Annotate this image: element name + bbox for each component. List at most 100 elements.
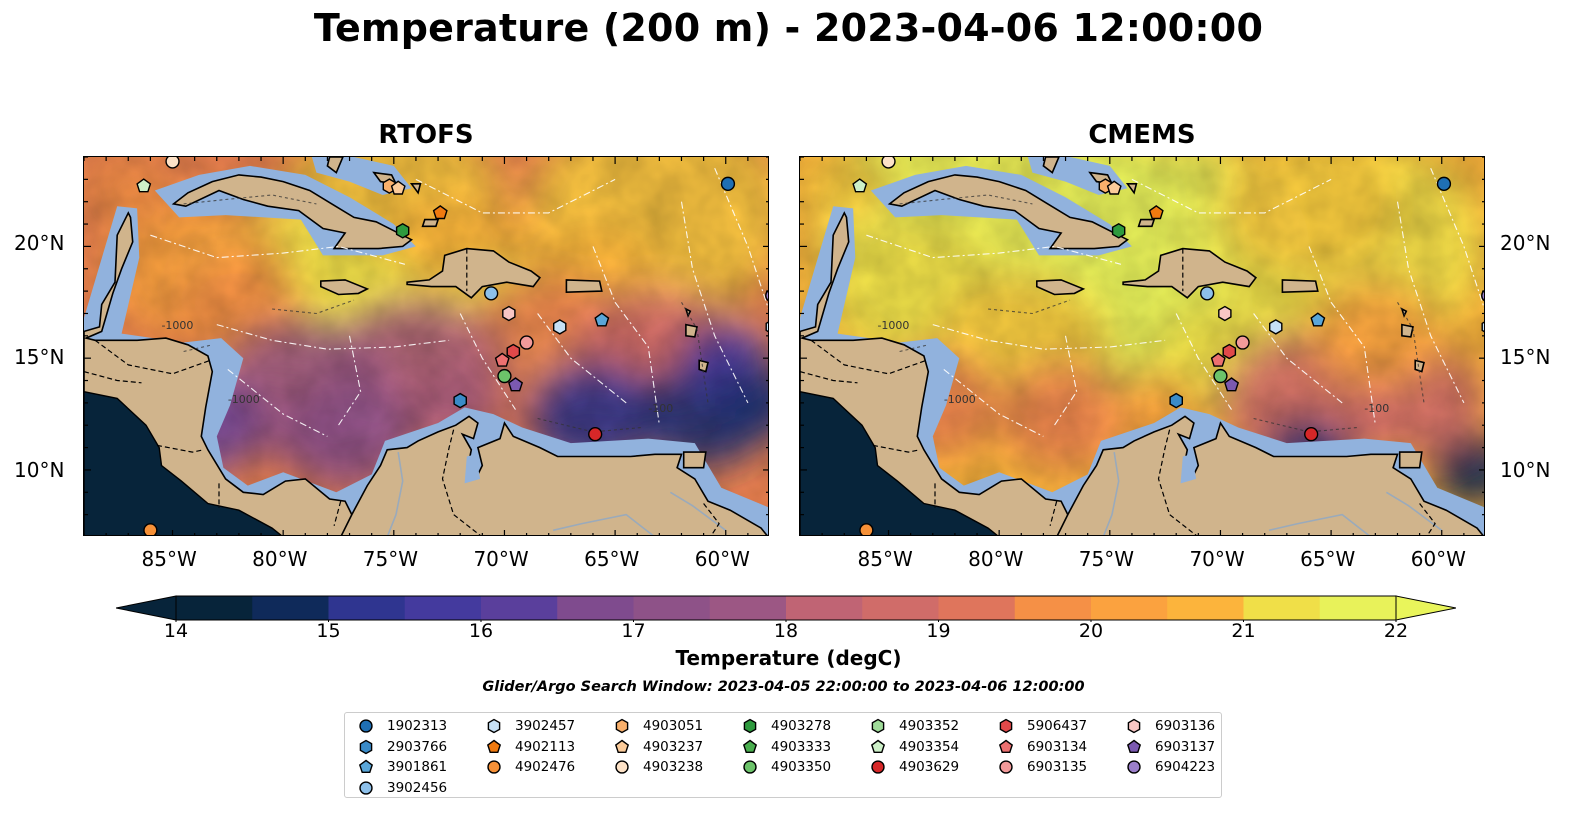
legend-marker-icon bbox=[998, 739, 1014, 753]
land-bahamas4 bbox=[409, 182, 422, 195]
legend-marker-icon bbox=[1127, 760, 1141, 774]
float-legend: 1902313 2903766 3901861 3902456 3902457 49021… bbox=[344, 712, 1222, 798]
legend-entry: 4903278 bbox=[741, 716, 831, 736]
colorbar-bin bbox=[404, 596, 482, 620]
legend-label: 6903135 bbox=[1027, 759, 1088, 775]
legend-marker-icon bbox=[999, 760, 1013, 774]
float-marker-5906437 bbox=[506, 343, 521, 360]
lon-tick-label: 75°W bbox=[1078, 547, 1135, 571]
legend-marker-icon bbox=[1127, 718, 1141, 734]
colorbar-tick-label: 14 bbox=[163, 620, 189, 642]
float-marker-6903137 bbox=[508, 377, 524, 392]
legend-entry: 4902113 bbox=[485, 737, 575, 757]
float-marker-4903629 bbox=[588, 427, 603, 442]
colorbar-bin bbox=[1014, 596, 1092, 620]
legend-entry: 4903629 bbox=[869, 757, 959, 777]
colorbar-bin bbox=[938, 596, 1016, 620]
land-hispaniola bbox=[406, 247, 542, 299]
legend-label: 4903350 bbox=[771, 759, 832, 775]
float-marker-4903237 bbox=[390, 180, 406, 195]
legend-entry: 2903766 bbox=[357, 737, 447, 757]
legend-entry: 6903137 bbox=[1125, 737, 1215, 757]
colorbar-bin bbox=[481, 596, 558, 620]
legend-entry: 4903051 bbox=[613, 716, 703, 736]
colorbar-tick-label: 21 bbox=[1231, 620, 1256, 642]
legend-label: 6903137 bbox=[1155, 738, 1216, 755]
land-bahamas4 bbox=[1125, 182, 1138, 195]
map-panel-rtofs: -1000 -1000 -100 bbox=[83, 156, 769, 536]
legend-label: 3901861 bbox=[387, 759, 448, 775]
legend-label: 1902313 bbox=[387, 718, 448, 734]
float-marker-1902313 bbox=[1436, 176, 1452, 191]
legend-marker-icon bbox=[358, 759, 374, 774]
legend-entry: 3901861 bbox=[357, 757, 447, 777]
legend-label: 4903278 bbox=[771, 718, 832, 734]
land-bahamas1 bbox=[1042, 157, 1060, 174]
float-marker-2903766 bbox=[1169, 392, 1183, 409]
legend-marker-icon bbox=[359, 739, 373, 754]
land-bahamas3 bbox=[1137, 218, 1156, 228]
search-window-caption: Glider/Argo Search Window: 2023-04-05 22… bbox=[482, 679, 1085, 695]
colorbar-bin bbox=[1091, 596, 1168, 620]
float-marker-2903766 bbox=[453, 392, 467, 409]
legend-marker-icon bbox=[359, 780, 373, 795]
legend-marker-icon bbox=[999, 718, 1013, 734]
legend-marker-icon bbox=[486, 739, 502, 753]
legend-marker-icon bbox=[359, 719, 373, 733]
colorbar-extend-high bbox=[1395, 595, 1457, 621]
float-marker-4903278 bbox=[395, 222, 410, 239]
land-lantilles bbox=[1400, 307, 1408, 318]
legend-marker-icon bbox=[871, 760, 885, 774]
land-cuba bbox=[171, 174, 414, 250]
float-marker-6903134 bbox=[494, 352, 510, 367]
legend-marker-icon bbox=[615, 718, 629, 734]
legend-marker-icon bbox=[743, 718, 757, 734]
float-marker-6903135 bbox=[1235, 335, 1250, 350]
legend-label: 5906437 bbox=[1027, 718, 1088, 734]
lat-tick-label: 10°N bbox=[14, 458, 65, 482]
legend-marker-icon bbox=[614, 739, 630, 753]
colorbar bbox=[115, 594, 1457, 624]
lon-tick-label: 65°W bbox=[584, 547, 640, 571]
float-marker-4903350 bbox=[497, 368, 512, 384]
float-marker-4903238 bbox=[165, 157, 180, 169]
lon-tick-label: 70°W bbox=[473, 547, 529, 571]
lon-tick-label: 80°W bbox=[968, 547, 1024, 571]
colorbar-tick-label: 18 bbox=[773, 620, 799, 642]
float-marker-3902457 bbox=[1481, 321, 1484, 333]
float-marker-4903354 bbox=[852, 178, 868, 193]
colorbar-bin bbox=[252, 596, 330, 620]
legend-label: 3902456 bbox=[387, 779, 448, 796]
lat-tick-label: 20°N bbox=[14, 231, 65, 255]
float-marker-4903238 bbox=[881, 157, 896, 169]
legend-entry: 5906437 bbox=[997, 716, 1087, 736]
legend-label: 4903629 bbox=[899, 759, 960, 775]
land-lantilles bbox=[684, 307, 692, 318]
float-marker-5906437 bbox=[1222, 343, 1237, 360]
figure-title: Temperature (200 m) - 2023-04-06 12:00:0… bbox=[313, 6, 1264, 50]
lat-tick-label: 15°N bbox=[14, 345, 65, 369]
land-bahamas3 bbox=[421, 218, 440, 228]
legend-entry: 1902313 bbox=[357, 716, 447, 736]
lon-tick-label: 85°W bbox=[141, 547, 197, 571]
land-guadeloupe bbox=[685, 323, 698, 338]
land-puertoRico bbox=[565, 279, 603, 294]
colorbar-extend-low bbox=[115, 595, 177, 621]
lon-tick-label: 60°W bbox=[1410, 547, 1466, 571]
land-hispaniola bbox=[1122, 247, 1258, 299]
panel-title-cmems: CMEMS bbox=[1088, 120, 1196, 150]
float-marker-3902456 bbox=[484, 286, 499, 301]
land-trinidad bbox=[1398, 451, 1423, 469]
colorbar-tick-label: 17 bbox=[621, 620, 646, 642]
float-marker-3901861 bbox=[1310, 312, 1326, 327]
legend-entry: 4903237 bbox=[613, 737, 703, 757]
lon-tick-label: 65°W bbox=[1300, 547, 1356, 571]
land-cuba bbox=[887, 174, 1130, 250]
legend-entry: 6904223 bbox=[1125, 757, 1215, 777]
legend-label: 4903237 bbox=[643, 738, 704, 755]
legend-marker-icon bbox=[1126, 739, 1142, 753]
float-marker-3902457 bbox=[553, 319, 567, 335]
legend-label: 4903354 bbox=[899, 738, 960, 755]
map-panel-cmems: -1000 -1000 -100 bbox=[799, 156, 1485, 536]
legend-label: 3902457 bbox=[515, 718, 576, 734]
